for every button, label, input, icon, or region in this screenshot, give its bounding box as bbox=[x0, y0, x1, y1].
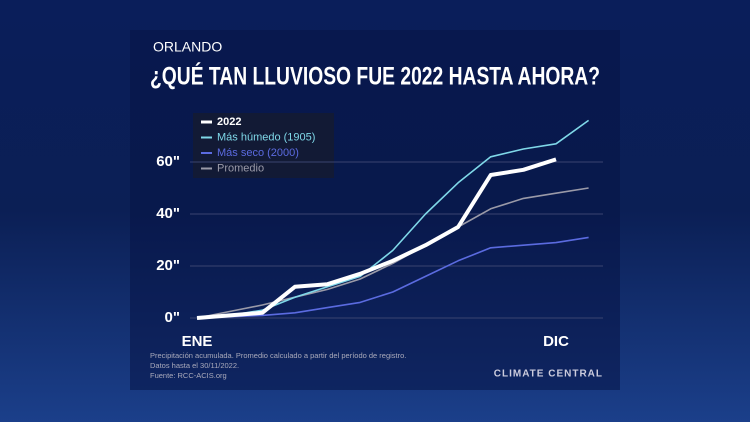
legend-label: Promedio bbox=[217, 162, 264, 174]
y-tick-label: 60" bbox=[156, 153, 180, 170]
legend-label: Más húmedo (1905) bbox=[217, 131, 315, 143]
brand: CLIMATE CENTRAL bbox=[494, 369, 603, 380]
series-line bbox=[196, 119, 590, 319]
series-line bbox=[196, 157, 557, 320]
y-tick-label: 40" bbox=[156, 205, 180, 222]
note: Fuente: RCC-ACIS.org bbox=[150, 371, 227, 380]
note: Datos hasta el 30/11/2022. bbox=[150, 361, 239, 370]
note: Precipitación acumulada. Promedio calcul… bbox=[150, 351, 406, 360]
legend-label: 2022 bbox=[217, 116, 241, 128]
legend-box bbox=[193, 113, 334, 178]
legend-label: Más seco (2000) bbox=[217, 147, 299, 159]
panel bbox=[130, 30, 620, 390]
chart-title: ¿QUÉ TAN LLUVIOSO FUE 2022 HASTA AHORA? bbox=[150, 62, 600, 91]
supertitle: ORLANDO bbox=[153, 39, 222, 55]
x-tick-label: ENE bbox=[182, 333, 213, 350]
x-tick-label: DIC bbox=[543, 333, 569, 350]
y-tick-label: 20" bbox=[156, 257, 180, 274]
series-line bbox=[196, 236, 589, 319]
series-line bbox=[196, 187, 589, 319]
y-tick-label: 0" bbox=[165, 309, 180, 326]
